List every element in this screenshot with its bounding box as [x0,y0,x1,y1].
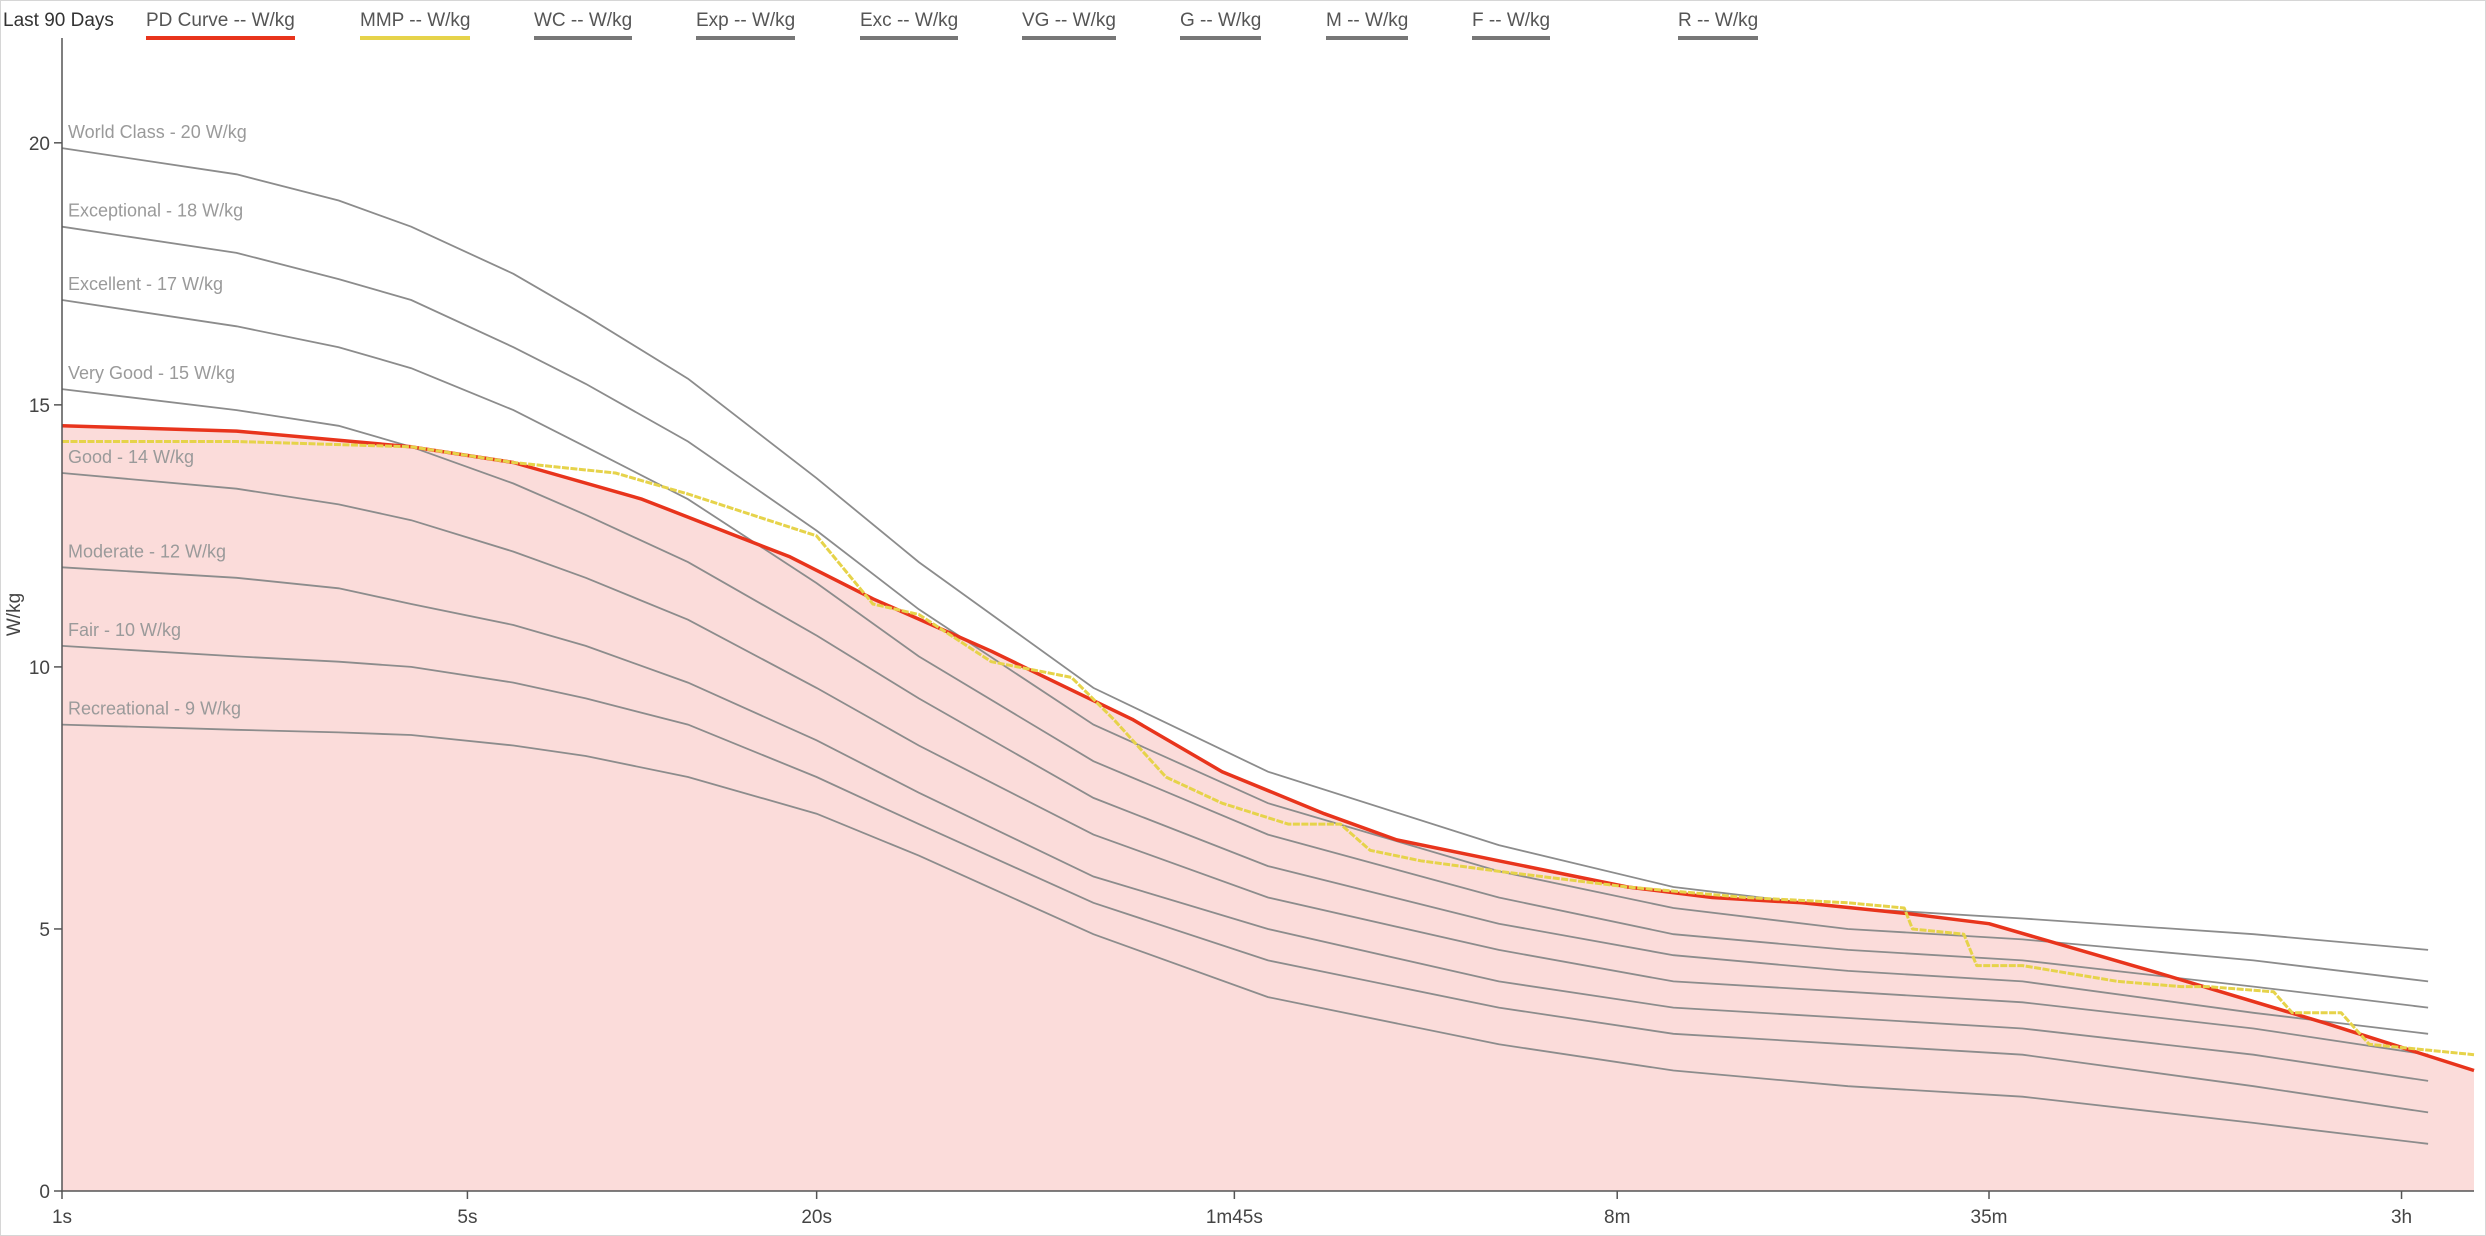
legend-item-swatch [860,36,959,40]
legend-item-label: PD Curve -- W/kg [146,10,295,31]
series-layer [61,424,2475,1073]
y-tick-label: 20 [29,134,50,155]
legend-item-label: M -- W/kg [1326,10,1409,31]
x-tick-label: 1m45s [1206,1207,1263,1228]
axes-layer: 0 5 10 15 20 1s 5s 20s 1m45s 8m 35m 3h W/kg [4,38,2474,1228]
legend-item-label: VG -- W/kg [1022,10,1116,31]
legend-item-label: R -- W/kg [1678,10,1759,31]
legend-item-swatch [1180,36,1262,40]
legend-item-label: G -- W/kg [1180,10,1262,31]
legend-item-swatch [1022,36,1116,40]
legend-item-swatch [534,36,633,40]
benchmark-line-exceptional [61,225,2429,983]
legend-item-label: Exc -- W/kg [860,10,959,31]
legend-item-swatch [1326,36,1409,40]
y-tick-label: 5 [39,920,50,941]
legend-item-6[interactable]: G -- W/kg [1180,10,1262,40]
benchmark-line-moderate [61,566,2429,1082]
benchmark-line-recreational [61,723,2429,1145]
benchmark-line-very-good [61,388,2429,1035]
x-tick-label: 8m [1604,1207,1630,1228]
legend-item-swatch [696,36,796,40]
legend-item-swatch [1678,36,1759,40]
legend-item-2[interactable]: WC -- W/kg [534,10,633,40]
legend-item-label: F -- W/kg [1472,10,1551,31]
benchmark-label-fair: Fair - 10 W/kg [68,620,181,640]
y-tick-label: 15 [29,396,50,417]
legend-item-label: Exp -- W/kg [696,10,796,31]
mmp-line [62,440,2475,1057]
y-tick-label: 0 [39,1182,50,1203]
benchmark-label-excellent: Excellent - 17 W/kg [68,274,223,294]
pd-curve-line [61,424,2475,1073]
benchmark-label-good: Good - 14 W/kg [68,447,194,467]
x-tick-label: 5s [457,1207,477,1228]
benchmark-label-recreational: Recreational - 9 W/kg [68,699,241,719]
legend-item-0[interactable]: PD Curve -- W/kg [146,10,295,40]
benchmark-line-world-class [61,147,2429,951]
y-tick-label: 10 [29,658,50,679]
x-tick-label: 3h [2391,1207,2412,1228]
benchmark-label-moderate: Moderate - 12 W/kg [68,541,226,561]
benchmark-line-fair [61,645,2429,1114]
legend-item-8[interactable]: F -- W/kg [1472,10,1551,40]
pd-curve-area [62,425,2474,1191]
legend-item-swatch [1472,36,1551,40]
legend-title: Last 90 Days [3,10,114,31]
benchmark-label-exceptional: Exceptional - 18 W/kg [68,201,243,221]
benchmark-line-excellent [61,299,2429,1009]
legend-item-5[interactable]: VG -- W/kg [1022,10,1116,40]
legend-item-1[interactable]: MMP -- W/kg [360,10,471,40]
legend-item-4[interactable]: Exc -- W/kg [860,10,959,40]
legend-item-swatch [146,36,295,40]
legend-item-3[interactable]: Exp -- W/kg [696,10,796,40]
x-tick-label: 35m [1971,1207,2008,1228]
x-tick-label: 20s [801,1207,832,1228]
x-tick-label: 1s [52,1207,72,1228]
y-axis-title: W/kg [4,593,25,636]
benchmark-lines-layer: World Class - 20 W/kg Exceptional - 18 W/… [61,122,2429,1145]
pd-curve-fill-layer [62,425,2474,1191]
benchmark-line-good [61,472,2429,1056]
benchmark-label-world-class: World Class - 20 W/kg [68,122,247,142]
legend-item-label: WC -- W/kg [534,10,633,31]
benchmark-label-very-good: Very Good - 15 W/kg [68,363,235,383]
legend-item-7[interactable]: M -- W/kg [1326,10,1409,40]
legend-item-swatch [360,36,471,40]
legend-item-9[interactable]: R -- W/kg [1678,10,1759,40]
legend-item-label: MMP -- W/kg [360,10,471,31]
chart-legend: Last 90 Days PD Curve -- W/kg MMP -- W/kg… [0,6,2486,40]
